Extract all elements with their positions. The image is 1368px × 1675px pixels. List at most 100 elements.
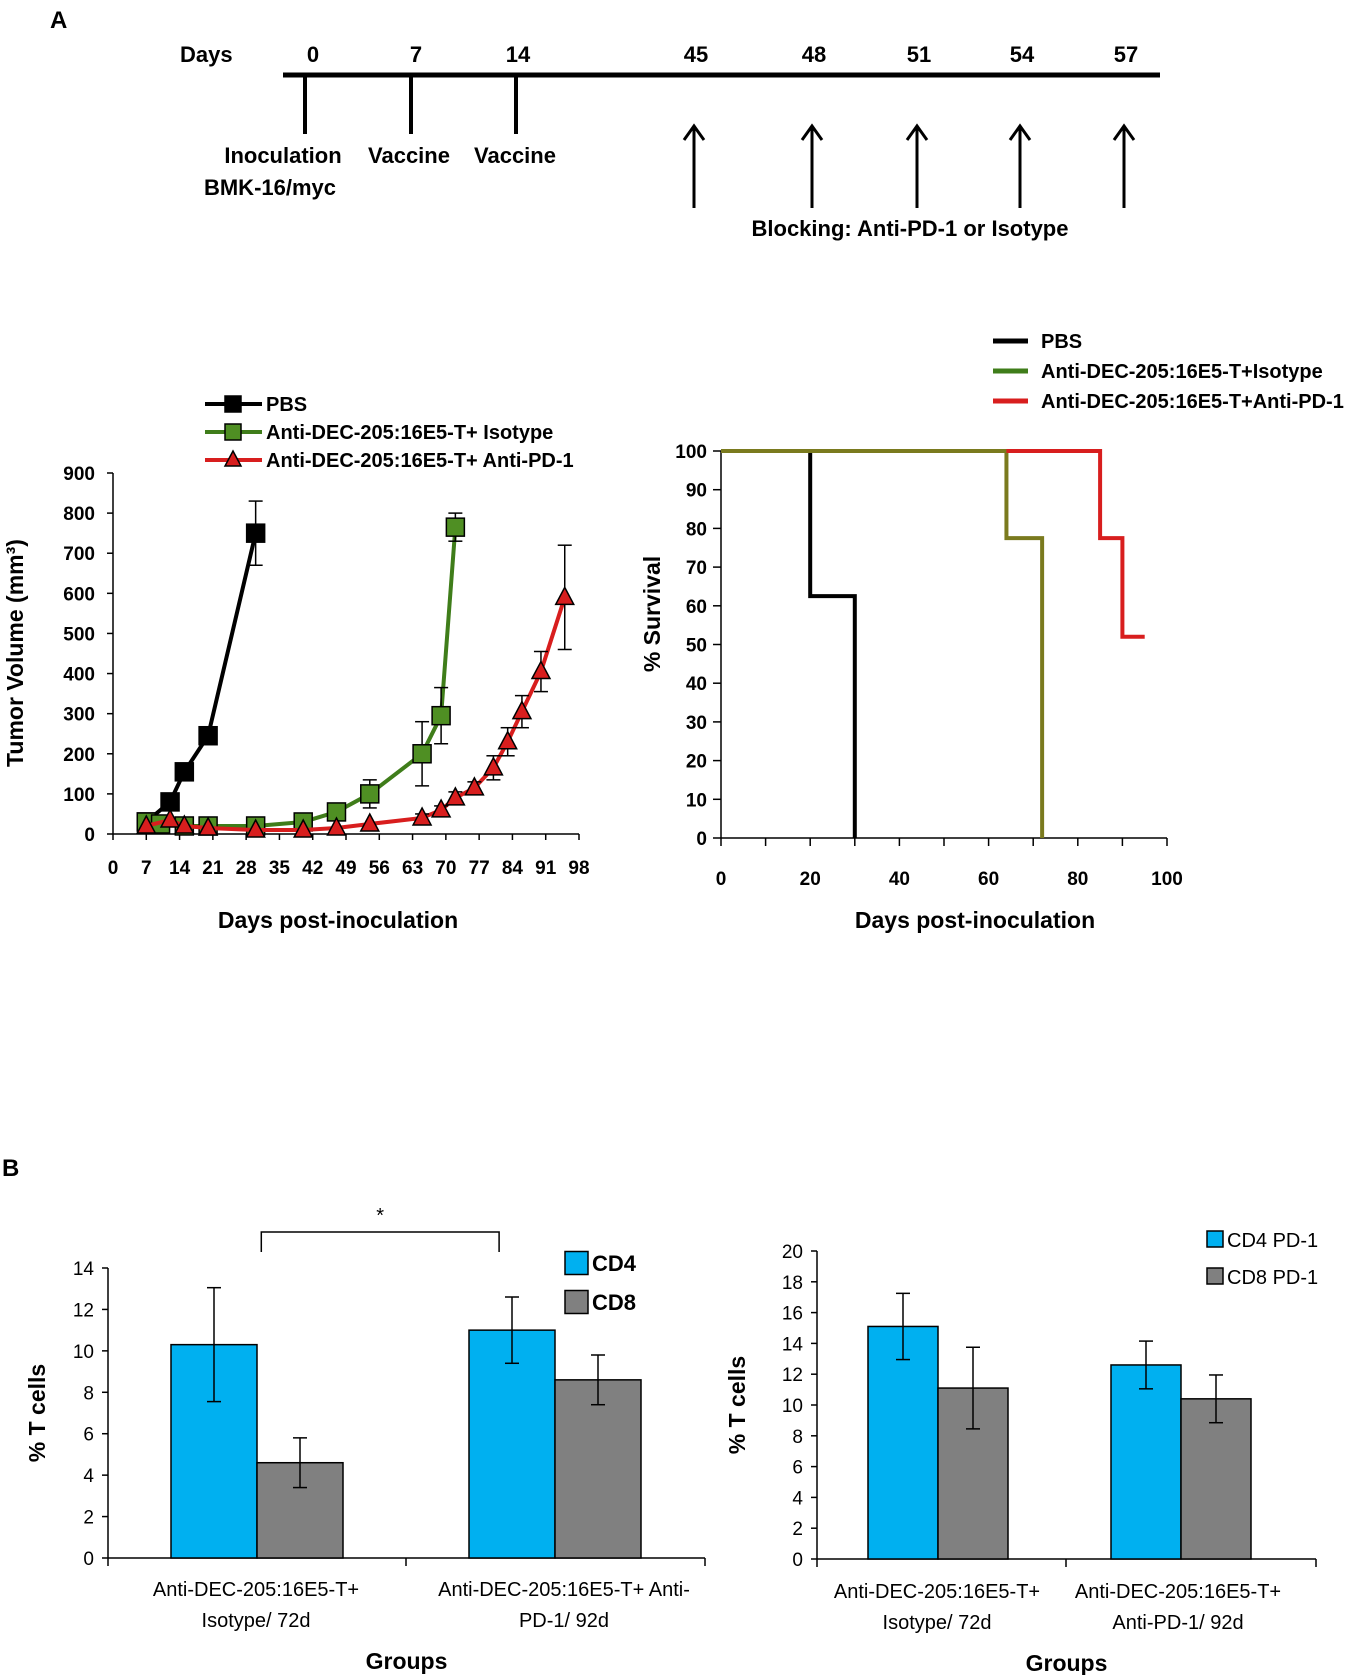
y-tick-label: 6: [792, 1458, 803, 1479]
y-tick-label: 70: [686, 558, 707, 579]
days-label: Days: [180, 42, 233, 67]
y-tick-label: 90: [686, 481, 707, 502]
x-tick-label: 77: [469, 858, 490, 879]
y-tick-label: 200: [63, 745, 95, 766]
x-tick-label: 80: [1067, 869, 1088, 890]
x-tick-label: 100: [1151, 869, 1183, 890]
y-tick-label: 0: [84, 825, 95, 846]
data-point: [245, 818, 266, 838]
x-tick-label: 7: [141, 858, 152, 879]
data-point: [483, 756, 504, 776]
timeline-day-label: 48: [802, 42, 826, 67]
data-point: [174, 814, 195, 834]
timeline-day-label: 57: [1114, 42, 1138, 67]
blocking-arrow-head: [905, 123, 929, 141]
data-point: [198, 725, 218, 746]
legend-label: CD8: [592, 1290, 636, 1315]
x-tick-label: 60: [978, 869, 999, 890]
data-point: [445, 786, 466, 806]
data-point: [159, 808, 181, 828]
y-tick-label: 0: [696, 829, 707, 850]
legend-swatch: [1206, 1230, 1224, 1248]
y-tick-label: 400: [63, 665, 95, 686]
survival-series-2: [1006, 449, 1145, 639]
data-point: [326, 816, 347, 836]
data-point: [511, 700, 533, 720]
y-tick-label: 0: [792, 1550, 803, 1571]
y-tick-label: 50: [686, 636, 707, 657]
y-tick-label: 12: [782, 1365, 803, 1386]
x-tick-label: 84: [502, 858, 524, 879]
category-label: Anti-DEC-205:16E5-T+ Anti-: [438, 1579, 690, 1601]
y-tick-label: 300: [63, 705, 95, 726]
y-axis-label: % T cells: [724, 1356, 750, 1454]
y-tick-label: 8: [83, 1383, 94, 1404]
x-tick-label: 98: [568, 858, 589, 879]
data-point: [530, 659, 552, 680]
y-tick-label: 10: [73, 1342, 94, 1363]
data-point: [430, 798, 452, 818]
legend-label: PBS: [266, 394, 307, 416]
x-tick-label: 70: [435, 858, 456, 879]
y-tick-label: 700: [63, 544, 95, 565]
data-point: [245, 523, 266, 543]
x-tick-label: 20: [800, 869, 821, 890]
x-tick-label: 91: [535, 858, 557, 879]
timeline-event-label: Vaccine: [368, 143, 450, 168]
y-tick-label: 0: [83, 1549, 94, 1570]
bar-cd4-pd-1: [867, 1325, 939, 1560]
data-point: [464, 776, 485, 796]
x-axis-label: Groups: [366, 1648, 448, 1674]
timeline-event-label: Inoculation: [224, 143, 341, 168]
data-point: [497, 730, 518, 750]
x-tick-label: 0: [108, 858, 119, 879]
timeline-day-label: 54: [1010, 42, 1035, 67]
bar-cd8: [554, 1379, 642, 1559]
category-label: Isotype/ 72d: [202, 1610, 311, 1632]
category-label: Anti-DEC-205:16E5-T+: [1075, 1581, 1281, 1603]
significance-bracket: [260, 1231, 500, 1252]
timeline-day-label: 51: [907, 42, 931, 67]
y-tick-label: 80: [686, 519, 707, 540]
y-tick-label: 12: [73, 1300, 94, 1321]
legend-label: CD4 PD-1: [1227, 1230, 1318, 1252]
x-tick-label: 14: [169, 858, 191, 879]
timeline-day-label: 14: [506, 42, 531, 67]
legend-label: Anti-DEC-205:16E5-T+ Anti-PD-1: [266, 450, 574, 472]
legend-marker: [224, 423, 242, 441]
series-2: [136, 544, 575, 838]
legend-label: Anti-DEC-205:16E5-T+ Isotype: [266, 422, 553, 444]
legend-label: Anti-DEC-205:16E5-T+Isotype: [1041, 361, 1323, 383]
series-0: [136, 500, 266, 832]
blocking-arrow-head: [682, 123, 706, 141]
y-tick-label: 16: [782, 1304, 803, 1325]
bar-cd8-pd-1: [1180, 1398, 1252, 1560]
timeline-day-label: 7: [410, 42, 422, 67]
y-tick-label: 14: [782, 1334, 804, 1355]
timeline-day-label: 45: [684, 42, 708, 67]
legend-label: PBS: [1041, 331, 1082, 353]
panel-b-label: B: [2, 1155, 19, 1182]
y-tick-label: 8: [792, 1427, 803, 1448]
y-tick-label: 2: [83, 1508, 94, 1529]
legend-marker: [223, 449, 243, 467]
tumor-volume-chart: 0 100 200 300 400 500 600 700 800 900 0 7 14 21 28 35 42…: [2, 394, 590, 933]
data-point: [136, 814, 157, 834]
legend-swatch: [564, 1289, 589, 1315]
legend-label: CD4: [592, 1251, 637, 1276]
y-axis-label: % Survival: [639, 556, 665, 672]
category-label: Anti-DEC-205:16E5-T+: [834, 1581, 1040, 1603]
legend: PBS Anti-DEC-205:16E5-T+ Isotype Anti-DEC-…: [205, 394, 574, 472]
y-tick-label: 900: [63, 464, 95, 485]
y-tick-label: 4: [83, 1466, 94, 1487]
data-point: [359, 812, 381, 832]
data-point: [174, 762, 195, 782]
y-tick-label: 4: [792, 1488, 803, 1509]
survival-series-0: [721, 449, 857, 838]
data-point: [197, 816, 219, 836]
significance-label: *: [376, 1205, 384, 1227]
timeline-day-label: 0: [307, 42, 319, 67]
x-tick-label: 63: [402, 858, 423, 879]
category-label: Isotype/ 72d: [883, 1612, 992, 1634]
